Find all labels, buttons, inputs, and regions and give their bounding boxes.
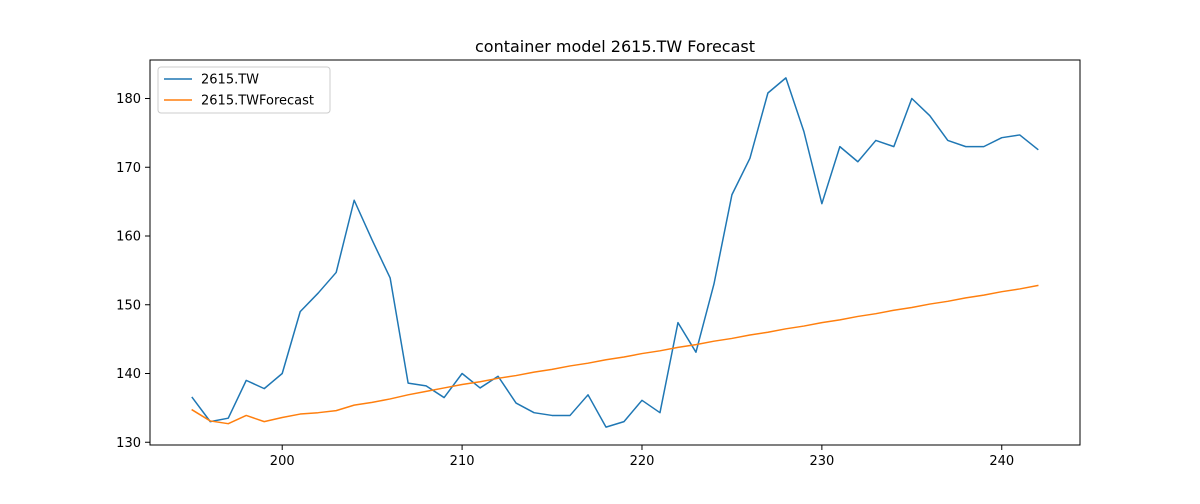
legend-label: 2615.TW — [201, 73, 259, 88]
legend: 2615.TW 2615.TWForecast — [157, 66, 331, 114]
x-tick-label: 230 — [809, 454, 834, 469]
series-layer — [191, 77, 1039, 428]
chart-title: container model 2615.TW Forecast — [475, 37, 755, 56]
series-line-forecast — [191, 284, 1039, 425]
plot-frame — [149, 59, 1081, 446]
x-tick-label: 200 — [270, 454, 295, 469]
series-line-actual — [191, 77, 1039, 428]
x-tick-label: 210 — [450, 454, 475, 469]
y-tick-label: 170 — [116, 161, 141, 176]
x-tick-label: 240 — [989, 454, 1014, 469]
y-tick-label: 140 — [116, 367, 141, 382]
x-axis: 200 210 220 230 240 — [270, 445, 1014, 469]
y-axis: 130 140 150 160 170 180 — [116, 92, 150, 451]
y-tick-label: 160 — [116, 230, 141, 245]
x-tick-label: 220 — [630, 454, 655, 469]
y-tick-label: 150 — [116, 298, 141, 313]
legend-box — [157, 66, 331, 114]
y-tick-label: 130 — [116, 436, 141, 451]
y-tick-label: 180 — [116, 92, 141, 107]
legend-label: 2615.TWForecast — [201, 94, 314, 109]
